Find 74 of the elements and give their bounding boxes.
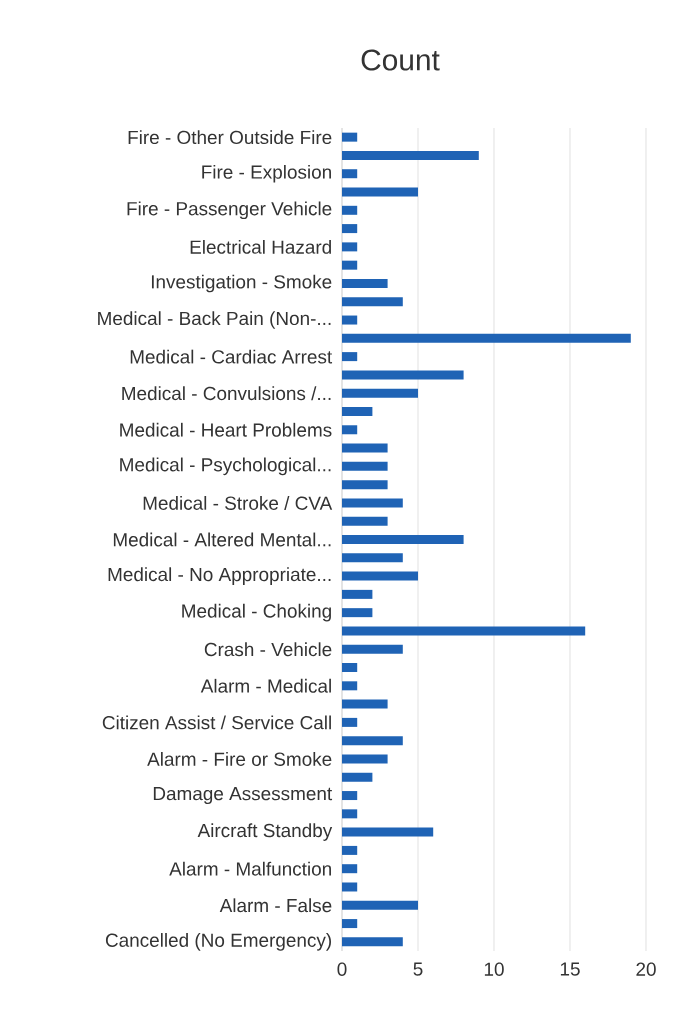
bar bbox=[342, 663, 358, 673]
bar bbox=[342, 919, 358, 929]
bar bbox=[342, 608, 373, 618]
y-tick-label: Cancelled (No Emergency) bbox=[105, 933, 331, 951]
y-tick-label: Investigation - Smoke bbox=[151, 274, 332, 293]
bar bbox=[342, 882, 358, 892]
bar bbox=[342, 937, 403, 947]
y-tick-label: Electrical Hazard bbox=[190, 239, 331, 254]
bar bbox=[342, 864, 358, 874]
y-tick-label: Medical - Altered Mental... bbox=[113, 532, 331, 547]
bar bbox=[342, 480, 388, 490]
bar bbox=[342, 461, 388, 471]
y-tick-label: Alarm - False bbox=[219, 898, 332, 913]
bar bbox=[342, 205, 358, 215]
bar bbox=[342, 736, 403, 746]
y-tick-label: Fire - Explosion bbox=[202, 164, 331, 183]
y-tick-label: Fire - Other Outside Fire bbox=[128, 130, 332, 145]
y-tick-label: Medical - Stroke / CVA bbox=[143, 495, 333, 510]
y-tick-label: Fire - Passenger Vehicle bbox=[127, 201, 332, 220]
bar bbox=[342, 589, 373, 599]
bar bbox=[342, 333, 631, 343]
y-tick-label: Alarm - Medical bbox=[200, 678, 331, 693]
bar bbox=[342, 900, 418, 910]
bar bbox=[342, 498, 403, 508]
x-tick-label: 20 bbox=[636, 962, 656, 976]
bar bbox=[342, 791, 358, 801]
bar bbox=[342, 278, 388, 288]
bar bbox=[342, 644, 403, 654]
bar bbox=[342, 297, 403, 307]
bar bbox=[342, 845, 358, 855]
bar bbox=[342, 626, 586, 636]
y-tick-label: Alarm - Malfunction bbox=[169, 861, 331, 876]
y-tick-label: Crash - Vehicle bbox=[204, 642, 332, 657]
bar bbox=[342, 772, 373, 782]
bar bbox=[342, 388, 418, 398]
x-tick-label: 15 bbox=[560, 962, 580, 976]
y-tick-label: Medical - Convulsions /... bbox=[122, 386, 331, 401]
bar bbox=[342, 260, 358, 270]
bar bbox=[342, 242, 358, 252]
chart-title: Count bbox=[361, 49, 440, 71]
bar bbox=[342, 370, 464, 380]
bar bbox=[342, 681, 358, 691]
y-tick-label: Aircraft Standby bbox=[197, 823, 333, 841]
x-tick-label: 5 bbox=[413, 962, 423, 976]
bar bbox=[342, 516, 388, 526]
y-tick-label: Medical - Back Pain (Non-... bbox=[98, 311, 331, 329]
bar bbox=[342, 553, 403, 563]
bar bbox=[342, 535, 464, 544]
bar bbox=[342, 352, 358, 362]
bar bbox=[342, 315, 358, 325]
y-tick-label: Medical - Heart Problems bbox=[120, 422, 332, 437]
y-tick-label: Alarm - Fire or Smoke bbox=[147, 752, 332, 766]
bar bbox=[342, 224, 358, 234]
x-tick-label: 10 bbox=[484, 962, 504, 976]
y-tick-label: Medical - Psychological... bbox=[120, 457, 331, 476]
bar bbox=[342, 132, 358, 142]
y-tick-label: Medical - No Appropriate... bbox=[108, 567, 331, 585]
y-tick-label: Medical - Choking bbox=[182, 603, 331, 622]
bar bbox=[342, 571, 418, 581]
y-tick-label: Citizen Assist / Service Call bbox=[102, 715, 331, 730]
bar bbox=[342, 150, 479, 160]
bar bbox=[342, 699, 388, 709]
y-tick-label: Damage Assessment bbox=[153, 787, 333, 805]
bar bbox=[342, 406, 373, 416]
bar bbox=[342, 827, 434, 837]
bar bbox=[342, 169, 358, 179]
bar bbox=[342, 717, 358, 727]
bar bbox=[342, 425, 358, 435]
bar bbox=[342, 809, 358, 819]
bar bbox=[342, 754, 388, 764]
y-tick-label: Medical - Cardiac Arrest bbox=[130, 349, 333, 364]
bar bbox=[342, 443, 388, 453]
bar bbox=[342, 187, 418, 197]
x-tick-label: 0 bbox=[337, 962, 347, 976]
